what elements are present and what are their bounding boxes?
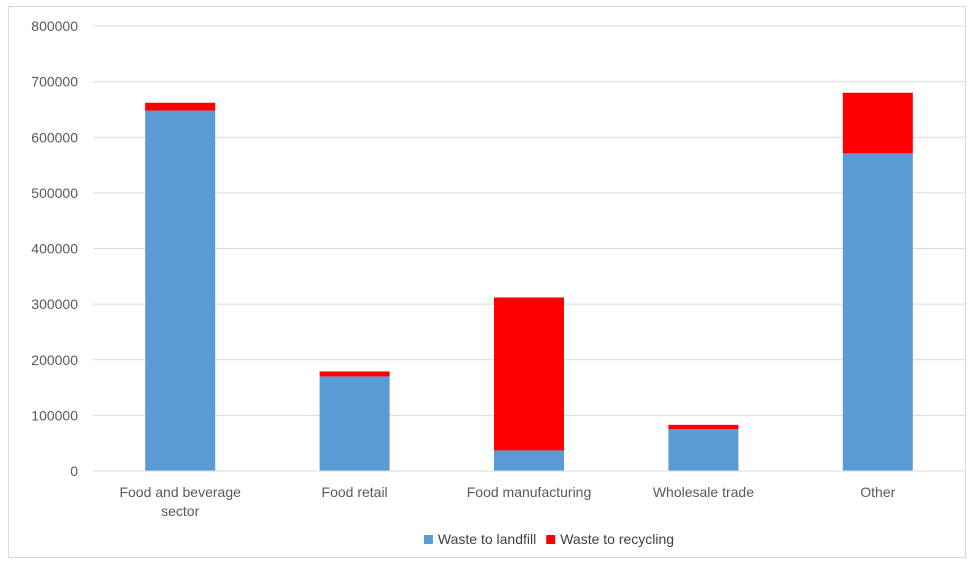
bar-landfill bbox=[145, 110, 216, 472]
bar-recycling bbox=[319, 371, 390, 377]
bars bbox=[145, 92, 913, 472]
x-tick-label: Food manufacturing bbox=[467, 484, 592, 500]
y-tick-label: 600000 bbox=[31, 129, 78, 145]
y-tick-label: 400000 bbox=[31, 241, 78, 257]
y-axis: 0 100000 200000 300000 400000 500000 600000 700… bbox=[31, 18, 78, 479]
bar-landfill bbox=[668, 429, 739, 471]
y-tick-label: 300000 bbox=[31, 296, 78, 312]
x-tick-label: Other bbox=[860, 484, 895, 500]
bar-landfill bbox=[842, 153, 913, 471]
legend-swatch bbox=[423, 535, 433, 544]
legend-item: Waste to recycling bbox=[546, 531, 674, 547]
y-tick-label: 700000 bbox=[31, 74, 78, 90]
y-tick-label: 0 bbox=[70, 463, 78, 479]
gridlines bbox=[93, 25, 965, 416]
legend-label: Waste to recycling bbox=[560, 531, 674, 547]
legend-item: Waste to landfill bbox=[423, 531, 536, 547]
y-tick-label: 200000 bbox=[31, 352, 78, 368]
x-tick-label: Food retail bbox=[322, 484, 388, 500]
x-tick-label: Wholesale trade bbox=[653, 484, 754, 500]
bar-recycling bbox=[145, 102, 216, 111]
bar-landfill bbox=[319, 376, 390, 471]
y-tick-label: 100000 bbox=[31, 407, 78, 423]
legend-label: Waste to landfill bbox=[438, 531, 536, 547]
legend-swatch bbox=[546, 535, 556, 544]
x-tick-label: sector bbox=[161, 503, 199, 519]
bar-recycling bbox=[668, 424, 739, 430]
bar-landfill bbox=[494, 450, 564, 471]
bar-recycling bbox=[494, 297, 564, 451]
y-tick-label: 500000 bbox=[31, 185, 78, 201]
legend: Waste to landfill Waste to recycling bbox=[423, 531, 674, 547]
x-axis: Food and beverage sector Food retail Food m… bbox=[93, 470, 965, 519]
x-tick-label: Food and beverage bbox=[119, 484, 241, 500]
y-tick-label: 800000 bbox=[31, 18, 78, 34]
bar-recycling bbox=[842, 92, 913, 154]
